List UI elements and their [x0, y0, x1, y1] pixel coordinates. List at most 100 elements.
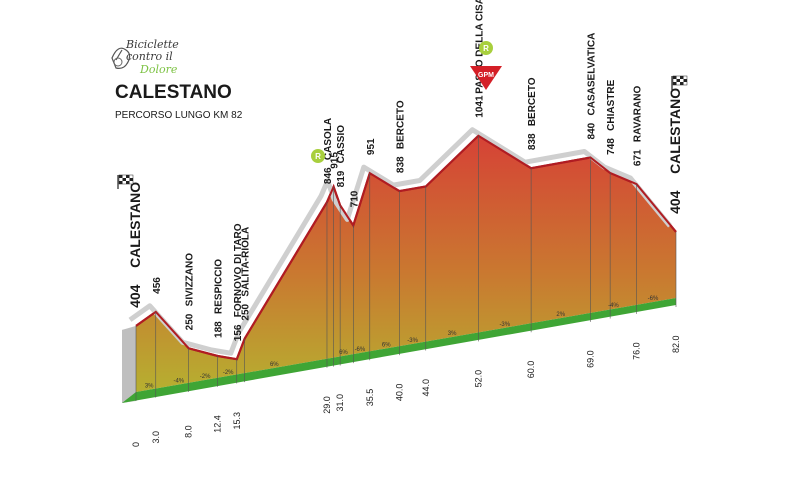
place-name: RESPICCIO [214, 259, 225, 314]
profile-area [136, 135, 676, 392]
place-label-group: 915 [330, 152, 341, 169]
place-label-group: 748 CHIASTRE [606, 79, 617, 154]
gradient-label: 6% [270, 362, 279, 368]
gradient-label: -3% [407, 338, 418, 344]
place-altitude: 404 [127, 284, 143, 308]
gpm-badge-icon [479, 41, 493, 55]
km-label: 35.5 [365, 389, 375, 407]
place-name: BERCETO [395, 100, 406, 149]
place-label-group: 1041PASSO DELLA CISA [474, 0, 485, 118]
place-name: CHIASTRE [606, 79, 617, 130]
km-label-group: 52.0 [473, 370, 483, 388]
place-altitude: 819 [336, 170, 347, 187]
gradient-label: 3% [448, 331, 457, 337]
gradient-label: -6% [355, 347, 366, 353]
km-label: 40.0 [394, 384, 404, 402]
place-label-group: 819 CASSIO [336, 125, 347, 188]
place-name: SIVIZZANO [185, 253, 196, 307]
place-altitude: 188 [214, 321, 225, 338]
place-label-group: 710 [349, 190, 360, 207]
place-name: FORNOVO DI TARO [233, 223, 244, 317]
place-name: CASSIO [336, 125, 347, 164]
km-label-group: 44.0 [421, 379, 431, 397]
place-altitude: 250 [241, 303, 252, 320]
logo: Biciclette contro il Dolore [111, 38, 179, 76]
km-label-group: 0 [131, 442, 141, 447]
km-label: 8.0 [184, 425, 194, 438]
place-altitude: 671 [632, 149, 643, 166]
km-label: 3.0 [151, 431, 161, 444]
labels-layer: 404 CALESTANO 0 456 3.0 250 SIVIZZANO 8.0 188 RES… [127, 0, 683, 447]
logo-line-2: contro il [126, 50, 173, 63]
gradient-label: -6% [648, 296, 659, 302]
km-label: 60.0 [526, 361, 536, 379]
place-name: RAVARANO [632, 86, 643, 143]
place-label-group: 156 FORNOVO DI TARO [233, 223, 244, 341]
place-altitude: 156 [233, 324, 244, 341]
place-name: BERCETO [527, 77, 538, 126]
km-label: 44.0 [421, 379, 431, 397]
gpm-triangle-icon [470, 66, 502, 90]
logo-line-1: Biciclette [125, 38, 179, 51]
km-label-group: 60.0 [526, 361, 536, 379]
chart-title: CALESTANO [115, 82, 232, 103]
gpm-label: GPM [478, 72, 494, 79]
profile-top-edge [128, 127, 672, 356]
road-strip [122, 298, 676, 403]
km-label-group: 82.0 [671, 335, 681, 353]
place-altitude: 1041 [474, 95, 485, 118]
finish-flag-icon [671, 75, 688, 90]
place-name: CASOLA [323, 118, 334, 160]
place-label-group: 250 SIVIZZANO [185, 253, 196, 331]
sprint-marker: R [311, 149, 325, 163]
gradient-label: -3% [499, 322, 510, 328]
gradient-label: 3% [145, 384, 154, 390]
km-label-group: 76.0 [631, 342, 641, 360]
km-label: 12.4 [213, 415, 223, 433]
start-flag-icon [117, 174, 134, 189]
place-label-group: 250 SALITA-RIOLA [241, 227, 252, 321]
km-label: 29.0 [322, 396, 332, 414]
place-altitude: 838 [395, 156, 406, 173]
km-label: 31.0 [335, 394, 345, 412]
gradient-label: -2% [223, 370, 234, 376]
profile-layer [122, 127, 677, 403]
km-label-group: 15.3 [232, 412, 242, 430]
place-altitude: 456 [152, 277, 163, 294]
place-altitude: 250 [185, 313, 196, 330]
place-label-group: 838 BERCETO [395, 100, 406, 173]
chart-subtitle: PERCORSO LUNGO KM 82 [115, 110, 243, 121]
place-altitude: 404 [667, 190, 683, 214]
place-name: CALESTANO [667, 88, 683, 174]
place-label-group: 840 CASASELVATICA [586, 33, 597, 140]
place-label-group: 456 [152, 277, 163, 294]
place-name: CALESTANO [127, 182, 143, 268]
gradient-label: 6% [382, 342, 391, 348]
place-label-group: 404 CALESTANO [127, 182, 143, 308]
place-name: SALITA-RIOLA [241, 227, 252, 297]
place-name: CASASELVATICA [586, 33, 597, 116]
sprint-badge-letter: R [315, 152, 321, 161]
place-altitude: 838 [527, 133, 538, 150]
km-label: 76.0 [631, 342, 641, 360]
profile-side-face [122, 325, 136, 403]
km-label: 52.0 [473, 370, 483, 388]
place-altitude: 840 [586, 122, 597, 139]
gpm-badge-letter: R [483, 44, 489, 53]
gpm-marker: R GPM [470, 41, 502, 90]
km-label-group: 31.0 [335, 394, 345, 412]
km-label: 69.0 [585, 350, 595, 368]
gradient-label: -4% [608, 303, 619, 309]
place-altitude: 748 [606, 138, 617, 155]
km-label-group: 12.4 [213, 415, 223, 433]
km-label: 0 [131, 442, 141, 447]
place-label-group: 951 [366, 138, 377, 155]
km-label-group: 8.0 [184, 425, 194, 438]
place-label-group: 671 RAVARANO [632, 86, 643, 167]
gradient-label: 2% [556, 312, 565, 318]
logo-line-3: Dolore [139, 63, 178, 76]
gradient-label: -4% [173, 379, 184, 385]
place-altitude: 951 [366, 138, 377, 155]
km-label-group: 40.0 [394, 384, 404, 402]
